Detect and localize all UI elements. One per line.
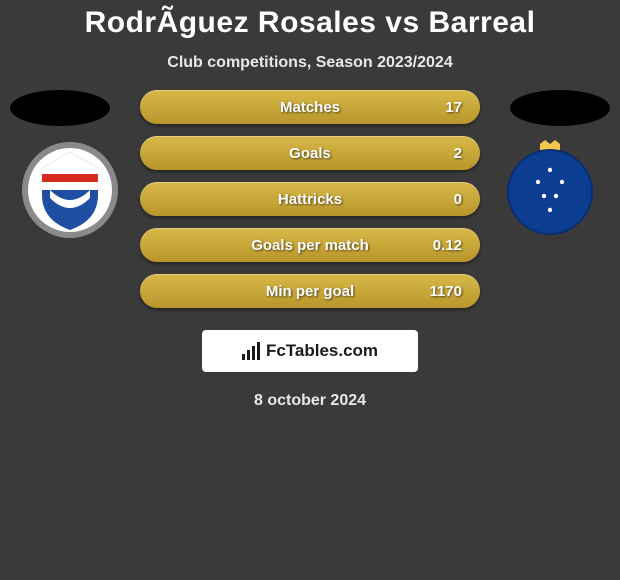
date-text: 8 october 2024 (254, 392, 366, 410)
fctables-label: FcTables.com (266, 341, 378, 361)
player-shadow-right (510, 90, 610, 126)
stat-label: Goals per match (251, 237, 369, 254)
cruzeiro-icon (500, 140, 600, 240)
stats-list: Matches 17 Goals 2 Hattricks 0 Goals per… (140, 90, 480, 308)
stat-label: Matches (280, 99, 340, 116)
stat-value: 0 (454, 191, 462, 208)
club-badge-left (20, 140, 120, 240)
fctables-logo[interactable]: FcTables.com (202, 330, 418, 372)
stat-row: Matches 17 (140, 90, 480, 124)
subtitle: Club competitions, Season 2023/2024 (167, 54, 452, 72)
club-badge-right (500, 140, 600, 240)
player-shadow-left (10, 90, 110, 126)
stat-value: 2 (454, 145, 462, 162)
page-title: RodrÃ­guez Rosales vs Barreal (85, 6, 536, 40)
stat-value: 0.12 (433, 237, 462, 254)
stat-value: 1170 (429, 283, 462, 300)
stat-row: Goals per match 0.12 (140, 228, 480, 262)
chart-bars-icon (242, 342, 260, 360)
comparison-area: Matches 17 Goals 2 Hattricks 0 Goals per… (0, 90, 620, 308)
stat-row: Goals 2 (140, 136, 480, 170)
stat-row: Min per goal 1170 (140, 274, 480, 308)
stat-row: Hattricks 0 (140, 182, 480, 216)
bahia-icon (20, 140, 120, 240)
stat-label: Hattricks (278, 191, 342, 208)
stat-value: 17 (445, 99, 462, 116)
stat-label: Goals (289, 145, 331, 162)
stat-label: Min per goal (266, 283, 354, 300)
